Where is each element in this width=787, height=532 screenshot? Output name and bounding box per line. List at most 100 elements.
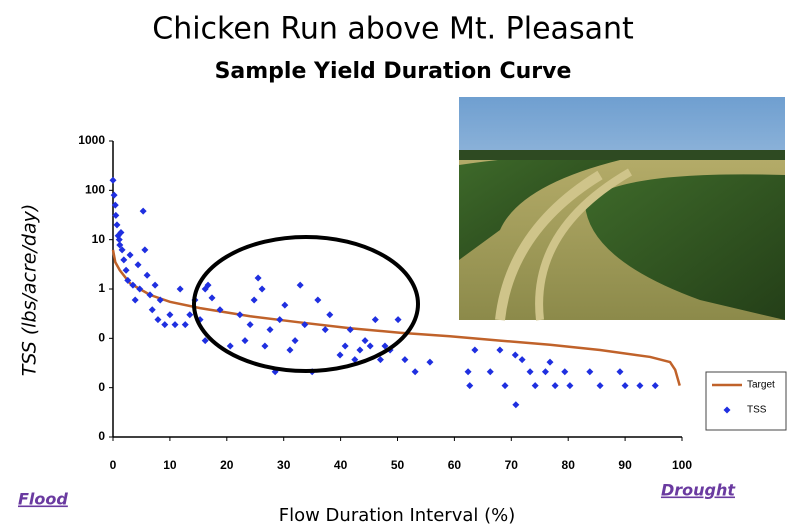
data-point — [261, 342, 269, 350]
data-point — [621, 382, 629, 390]
y-tick-label: 10 — [92, 232, 106, 246]
data-point — [266, 326, 274, 334]
data-point — [286, 346, 294, 354]
y-tick-label: 0 — [98, 331, 105, 345]
data-point — [301, 321, 309, 329]
data-point — [201, 337, 209, 345]
data-point — [111, 201, 119, 209]
highlight-ellipse — [192, 235, 420, 373]
data-point — [208, 294, 216, 302]
data-point — [143, 271, 151, 279]
data-point — [156, 296, 164, 304]
data-point — [112, 211, 120, 219]
x-tick-label: 100 — [672, 458, 692, 472]
data-point — [136, 285, 144, 293]
legend-label: Target — [747, 380, 775, 391]
data-point — [518, 356, 526, 364]
data-point — [116, 241, 124, 249]
data-point — [113, 221, 121, 229]
data-point — [616, 368, 624, 376]
data-point — [371, 316, 379, 324]
data-point — [401, 356, 409, 364]
legend: Target TSS — [705, 371, 787, 431]
data-point — [381, 342, 389, 350]
data-point — [154, 316, 162, 324]
data-point — [226, 342, 234, 350]
data-point — [336, 351, 344, 359]
data-point — [341, 342, 349, 350]
data-point — [166, 311, 174, 319]
data-point — [122, 266, 130, 274]
data-point — [411, 368, 419, 376]
data-point — [561, 368, 569, 376]
data-point — [258, 285, 266, 293]
x-tick-label: 70 — [505, 458, 519, 472]
data-point — [296, 281, 304, 289]
data-point — [511, 351, 519, 359]
data-point — [151, 281, 159, 289]
data-point — [139, 207, 147, 215]
data-point — [204, 281, 212, 289]
data-point — [596, 382, 604, 390]
data-point — [471, 346, 479, 354]
x-tick-label: 60 — [448, 458, 462, 472]
data-point — [351, 356, 359, 364]
data-point — [501, 382, 509, 390]
data-point — [124, 276, 132, 284]
data-point — [276, 316, 284, 324]
photo — [459, 97, 785, 321]
y-tick-label: 1 — [98, 281, 105, 295]
data-point — [526, 368, 534, 376]
data-point — [546, 358, 554, 366]
data-point — [512, 401, 520, 409]
y-tick-label: 0 — [98, 380, 105, 394]
data-point — [636, 382, 644, 390]
data-point — [361, 337, 369, 345]
x-tick-label: 30 — [277, 458, 291, 472]
data-point — [181, 321, 189, 329]
data-point — [109, 176, 117, 184]
data-point — [486, 368, 494, 376]
data-point — [117, 228, 125, 236]
data-point — [131, 296, 139, 304]
data-point — [134, 261, 142, 269]
data-point — [281, 301, 289, 309]
x-tick-label: 80 — [562, 458, 576, 472]
data-point — [394, 316, 402, 324]
data-point — [566, 382, 574, 390]
x-tick-label: 90 — [618, 458, 632, 472]
data-point — [551, 382, 559, 390]
data-point — [346, 326, 354, 334]
data-point — [246, 321, 254, 329]
data-point — [115, 236, 123, 244]
data-point — [216, 306, 224, 314]
data-point — [120, 256, 128, 264]
data-point — [426, 358, 434, 366]
data-point — [171, 321, 179, 329]
annotation: Drought — [661, 481, 736, 500]
data-point — [141, 246, 149, 254]
data-point — [241, 337, 249, 345]
data-point — [326, 311, 334, 319]
data-point — [651, 382, 659, 390]
data-point — [129, 281, 137, 289]
data-point — [496, 346, 504, 354]
x-tick-label: 0 — [110, 458, 117, 472]
data-point — [366, 342, 374, 350]
x-tick-label: 40 — [334, 458, 348, 472]
data-point — [186, 311, 194, 319]
data-point — [586, 368, 594, 376]
data-point — [148, 306, 156, 314]
data-point — [254, 274, 262, 282]
data-point — [291, 337, 299, 345]
data-point — [176, 285, 184, 293]
data-point — [464, 368, 472, 376]
legend-swatch — [723, 406, 731, 414]
legend-label: TSS — [747, 405, 767, 416]
data-point — [161, 321, 169, 329]
data-point — [146, 291, 154, 299]
data-point — [356, 346, 364, 354]
data-point — [466, 382, 474, 390]
x-tick-label: 10 — [163, 458, 177, 472]
